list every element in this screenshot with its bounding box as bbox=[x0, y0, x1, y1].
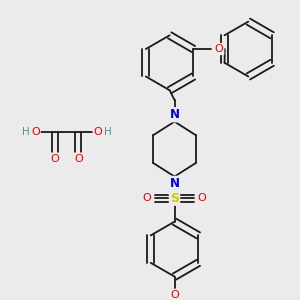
Text: S: S bbox=[170, 192, 179, 205]
Text: O: O bbox=[31, 128, 40, 137]
Text: O: O bbox=[198, 193, 206, 203]
Text: O: O bbox=[50, 154, 59, 164]
Text: N: N bbox=[169, 177, 179, 190]
Text: N: N bbox=[169, 108, 179, 121]
Text: H: H bbox=[22, 128, 29, 137]
Text: O: O bbox=[143, 193, 152, 203]
Text: O: O bbox=[170, 290, 179, 300]
Text: O: O bbox=[74, 154, 83, 164]
Text: O: O bbox=[214, 44, 223, 54]
Text: O: O bbox=[94, 128, 102, 137]
Text: H: H bbox=[104, 128, 112, 137]
